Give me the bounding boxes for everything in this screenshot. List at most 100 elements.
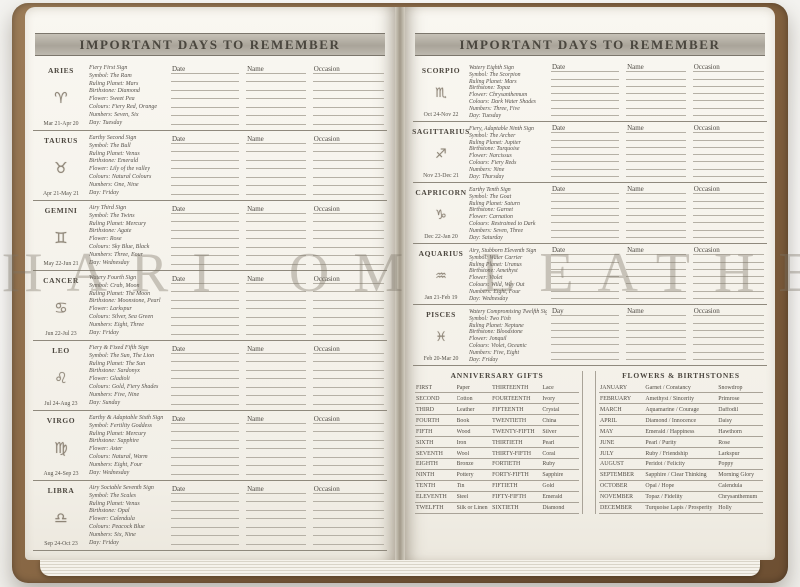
column-label-date: Date: [172, 344, 186, 353]
column-label-occasion: Occasion: [313, 134, 340, 143]
ruled-line: [551, 202, 620, 209]
sign-name: CAPRICORN: [415, 188, 467, 197]
ruled-line: [246, 169, 306, 178]
sign-info-line: Numbers: Seven, Three: [469, 227, 524, 234]
aquarius-icon: ♒: [435, 269, 447, 284]
column-label-name: Name: [247, 484, 264, 493]
ruled-line: [312, 144, 384, 153]
sign-info: Watery Eighth Sign Symbol: The Scorpion Ru…: [469, 63, 547, 120]
ruled-line: [312, 239, 384, 248]
ruled-line: [171, 466, 240, 476]
table-cell: Larkspur: [718, 450, 740, 457]
sign-info-line: Flower: Violet: [469, 275, 503, 282]
sign-info-line: Birthstone: Garnet: [469, 207, 513, 214]
entry-column-name: Name: [246, 205, 306, 266]
sign-column: VIRGO ♍ Aug 24-Sep 23: [33, 413, 89, 479]
ruled-line: Date: [171, 415, 240, 424]
table-cell: SEVENTH: [416, 450, 443, 457]
ruled-line: [171, 354, 240, 363]
sign-info-line: Colours: Sky Blue, Black: [89, 243, 150, 250]
flowers-birthstones-row: OCTOBER Opal / Hope Calendula: [599, 481, 763, 492]
ruled-line: [246, 284, 306, 293]
sign-info-line: Flower: Sweet Pea: [89, 96, 135, 103]
taurus-icon: ♉: [54, 158, 68, 177]
sign-name: LIBRA: [47, 486, 75, 495]
ruled-line: [551, 141, 620, 148]
flowers-birthstones-row: MARCH Aquamarine / Courage Daffodil: [599, 404, 763, 415]
sign-info: Airy, Stubborn Eleventh Sign Symbol: Wate…: [469, 246, 547, 303]
entry-column-occasion: Occasion: [312, 485, 384, 546]
ruled-line: Date: [171, 485, 240, 494]
page-header-banner: IMPORTANT DAYS TO REMEMBER: [35, 33, 385, 56]
table-cell: Calendula: [718, 483, 743, 490]
entry-lines: Date Name Occasion: [167, 273, 387, 339]
sign-date-range: Aug 24-Sep 23: [43, 471, 79, 477]
ruled-line: [626, 263, 686, 270]
sign-column: ARIES ♈ Mar 21-Apr 20: [33, 63, 89, 129]
entry-column-occasion: Occasion: [312, 414, 384, 476]
table-cell: Rose: [718, 439, 731, 446]
ruled-line: Name: [626, 185, 686, 195]
zodiac-section-gemini: GEMINI ♊ May 22-Jun 21 Airy Third Sign Symbo…: [33, 201, 387, 271]
entry-lines: Date Name Occasion: [167, 133, 387, 199]
flowers-birthstones-row: AUGUST Peridot / Felicity Poppy: [599, 459, 763, 470]
ruled-line: [626, 270, 686, 278]
sign-info-line: Earthy Second Sign: [89, 135, 137, 141]
entry-column-occasion: Occasion: [312, 134, 384, 196]
sign-name: TAURUS: [44, 136, 78, 145]
ruled-line: [551, 216, 620, 224]
sign-info-line: Birthstone: Amethyst: [469, 268, 518, 275]
entry-column-occasion: Occasion: [692, 307, 764, 360]
ruled-line: [246, 502, 306, 511]
entry-column-name: Name: [246, 135, 306, 196]
table-cell: Ruby: [542, 461, 556, 468]
ruled-line: [312, 432, 384, 441]
ruled-line: Name: [626, 307, 686, 317]
ruled-line: [171, 82, 240, 91]
ruled-line: [312, 354, 384, 363]
sign-info-line: Numbers: Six, Nine: [89, 531, 136, 538]
sign-info-line: Numbers: Seven, Six: [89, 111, 139, 118]
table-cell: DECEMBER: [600, 505, 633, 512]
sign-info-line: Watery Fourth Sign: [89, 275, 137, 281]
table-cell: Lace: [542, 384, 554, 391]
reference-tables: ANNIVERSARY GIFTS FIRST Paper THIRTEENTH La…: [415, 371, 763, 514]
sign-date-range: Feb 20-Mar 20: [423, 356, 459, 362]
page-header-banner: IMPORTANT DAYS TO REMEMBER: [415, 33, 765, 56]
ruled-line: [551, 109, 620, 116]
sign-info-line: Day: Friday: [469, 356, 498, 363]
sign-info: Airy Sociable Seventh Sign Symbol: The Sc…: [89, 483, 167, 549]
column-label-occasion: Occasion: [693, 124, 720, 133]
ruled-line: [246, 511, 306, 520]
ruled-line: [171, 99, 240, 108]
ruled-line: [171, 292, 240, 301]
ruled-line: [551, 101, 620, 109]
ruled-line: [246, 301, 306, 310]
sign-column: PISCES ♓ Feb 20-Mar 20: [413, 307, 469, 364]
entry-lines: Date Name Occasion: [167, 203, 387, 269]
ruled-line: [246, 292, 306, 301]
left-page-sections: ARIES ♈ Mar 21-Apr 20 Fiery First Sign Symbo…: [33, 61, 387, 551]
table-cell: Garnet / Constancy: [645, 384, 691, 391]
ruled-line: Name: [246, 415, 306, 424]
table-cell: TWENTIETH: [492, 417, 527, 424]
table-cell: Cotton: [456, 395, 473, 402]
zodiac-section-aquarius: AQUARIUS ♒ Jan 21-Feb 19 Airy, Stubborn Ele…: [413, 244, 767, 305]
ruled-line: [171, 222, 240, 231]
ruled-line: Name: [626, 63, 686, 73]
anniversary-row: SEVENTH Wool THIRTY-FIFTH Coral: [415, 448, 579, 459]
ruled-line: [312, 248, 384, 257]
anniversary-row: NINTH Pottery FORTY-FIFTH Sapphire: [415, 470, 579, 481]
ruled-line: [312, 301, 384, 310]
sign-info-line: Symbol: The Archer: [469, 132, 516, 139]
column-label-occasion: Occasion: [313, 64, 340, 73]
column-label-occasion: Occasion: [313, 414, 340, 423]
ruled-line: [626, 277, 686, 285]
table-cell: FEBRUARY: [600, 395, 632, 402]
ruled-line: Date: [171, 65, 240, 74]
zodiac-section-sagittarius: SAGITTARIUS ♐ Nov 23-Dec 21 Fiery, Adaptabl…: [412, 122, 767, 183]
ruled-line: [626, 72, 686, 80]
sign-date-range: Oct 24-Nov 22: [423, 112, 459, 118]
ruled-line: [626, 148, 686, 156]
entry-column-name: Name: [246, 345, 306, 406]
